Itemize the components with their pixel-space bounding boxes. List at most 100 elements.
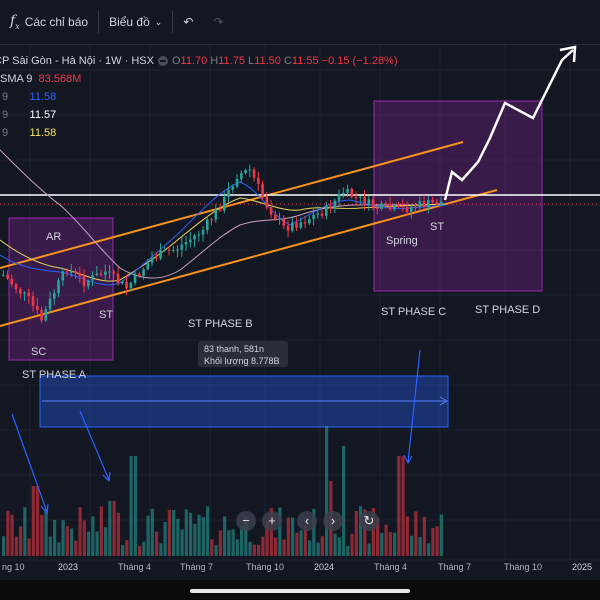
candle — [282, 215, 286, 230]
volume-bar — [308, 540, 312, 556]
volume-bar — [99, 506, 103, 556]
tooltip-volume: Khối lượng 8.778B — [204, 356, 280, 366]
zoom-out-button[interactable]: − — [236, 511, 256, 531]
volume-bar — [167, 509, 171, 556]
volume-arrowhead-3 — [403, 454, 413, 465]
price-chart[interactable]: AR SC ST ST PHASE A ST PHASE B Spring ST… — [0, 0, 600, 580]
change-value: −0.15 (−1.28%) — [321, 55, 398, 67]
volume-bar — [350, 533, 354, 556]
volume-bar — [346, 545, 350, 556]
volume-bar — [278, 507, 282, 556]
redo-button[interactable]: ↷ — [203, 0, 233, 44]
phase-cd-box — [373, 100, 543, 292]
legend-ma-row-3: 9 11.58 — [0, 124, 398, 142]
sma-value: 83.568M — [38, 73, 82, 85]
candle — [70, 264, 73, 277]
legend-ma-row-2: 9 11.57 — [0, 106, 398, 124]
undo-button[interactable]: ↶ — [173, 0, 203, 44]
candle — [312, 207, 315, 226]
volume-bar — [146, 515, 150, 556]
volume-arrow-1 — [11, 413, 48, 513]
ma-2-prefix: 9 — [2, 109, 9, 121]
volume-bar — [65, 526, 69, 556]
close-label: C — [283, 55, 292, 67]
x-tick-label: Tháng 10 — [504, 562, 542, 572]
volume-bar — [150, 508, 154, 556]
candle — [274, 210, 277, 222]
candle — [393, 203, 396, 212]
indicators-button[interactable]: fx Các chỉ báo — [0, 0, 98, 44]
candle — [223, 191, 226, 214]
volume-bar — [295, 532, 299, 556]
candle — [303, 215, 307, 228]
volume-bar — [427, 543, 431, 556]
toolbar-separator — [98, 11, 100, 33]
candle — [308, 215, 311, 225]
candle — [363, 190, 366, 211]
zoom-in-button[interactable]: + — [262, 511, 282, 531]
phase-d-label: ST PHASE D — [475, 304, 540, 316]
candle — [427, 195, 430, 214]
candle — [61, 267, 65, 287]
phase-c-label: ST PHASE C — [381, 306, 446, 318]
volume-bar — [74, 540, 78, 556]
candle — [329, 200, 332, 214]
volume-bar — [371, 508, 375, 556]
spring-label: Spring — [386, 235, 418, 247]
volume-bar — [44, 508, 48, 556]
volume-bar — [125, 540, 129, 556]
volume-bar — [291, 517, 295, 556]
candle — [418, 196, 422, 212]
volume-bar — [184, 509, 188, 556]
volume-bar — [257, 544, 261, 556]
volume-bar — [121, 545, 125, 556]
scroll-left-button[interactable]: ‹ — [297, 511, 317, 531]
symbol-title[interactable]: CP Sài Gòn - Hà Nội · 1W · HSX — [0, 55, 154, 67]
volume-bar — [159, 543, 163, 556]
candle — [354, 191, 358, 206]
volume-bar — [274, 537, 278, 556]
volume-bar — [95, 531, 99, 556]
volume-arrowhead-2 — [102, 471, 111, 483]
candle — [27, 288, 31, 304]
candle — [371, 195, 375, 211]
candle — [333, 198, 337, 214]
candle — [337, 189, 341, 206]
candle — [435, 198, 439, 207]
volume-bar — [40, 515, 44, 556]
volume-bar — [31, 486, 35, 556]
chart-type-button[interactable]: Biểu đồ ⌄ — [99, 0, 172, 44]
projection-arrowhead — [559, 45, 577, 63]
candle — [87, 279, 90, 290]
high-value: 11.75 — [218, 55, 245, 67]
volume-bar — [367, 543, 371, 556]
ma-3-value: 11.58 — [29, 127, 57, 139]
candle — [74, 268, 77, 279]
volume-bar — [431, 527, 435, 556]
scroll-right-button[interactable]: › — [323, 511, 343, 531]
candle — [193, 233, 196, 248]
candle — [252, 166, 256, 182]
volume-bar — [410, 535, 414, 556]
candle — [180, 236, 184, 257]
volume-bar — [172, 510, 176, 556]
volume-bar — [401, 456, 405, 556]
volume-bar — [6, 510, 10, 556]
close-value: 11.55 — [291, 55, 319, 67]
ma-slow-line — [0, 149, 446, 279]
candle — [278, 212, 281, 225]
volume-bar — [104, 527, 108, 556]
candle — [231, 184, 235, 194]
candle — [291, 217, 294, 233]
volume-arrowhead-1 — [40, 503, 49, 515]
reset-button[interactable]: ↻ — [359, 511, 379, 531]
volume-range-arrowhead — [439, 396, 449, 406]
candle — [244, 168, 247, 175]
volume-bar — [320, 536, 324, 556]
volume-bar — [36, 486, 40, 556]
volume-bar — [303, 524, 307, 556]
collapse-icon[interactable] — [157, 56, 168, 66]
volume-bar — [27, 538, 31, 556]
volume-bar — [61, 520, 65, 556]
